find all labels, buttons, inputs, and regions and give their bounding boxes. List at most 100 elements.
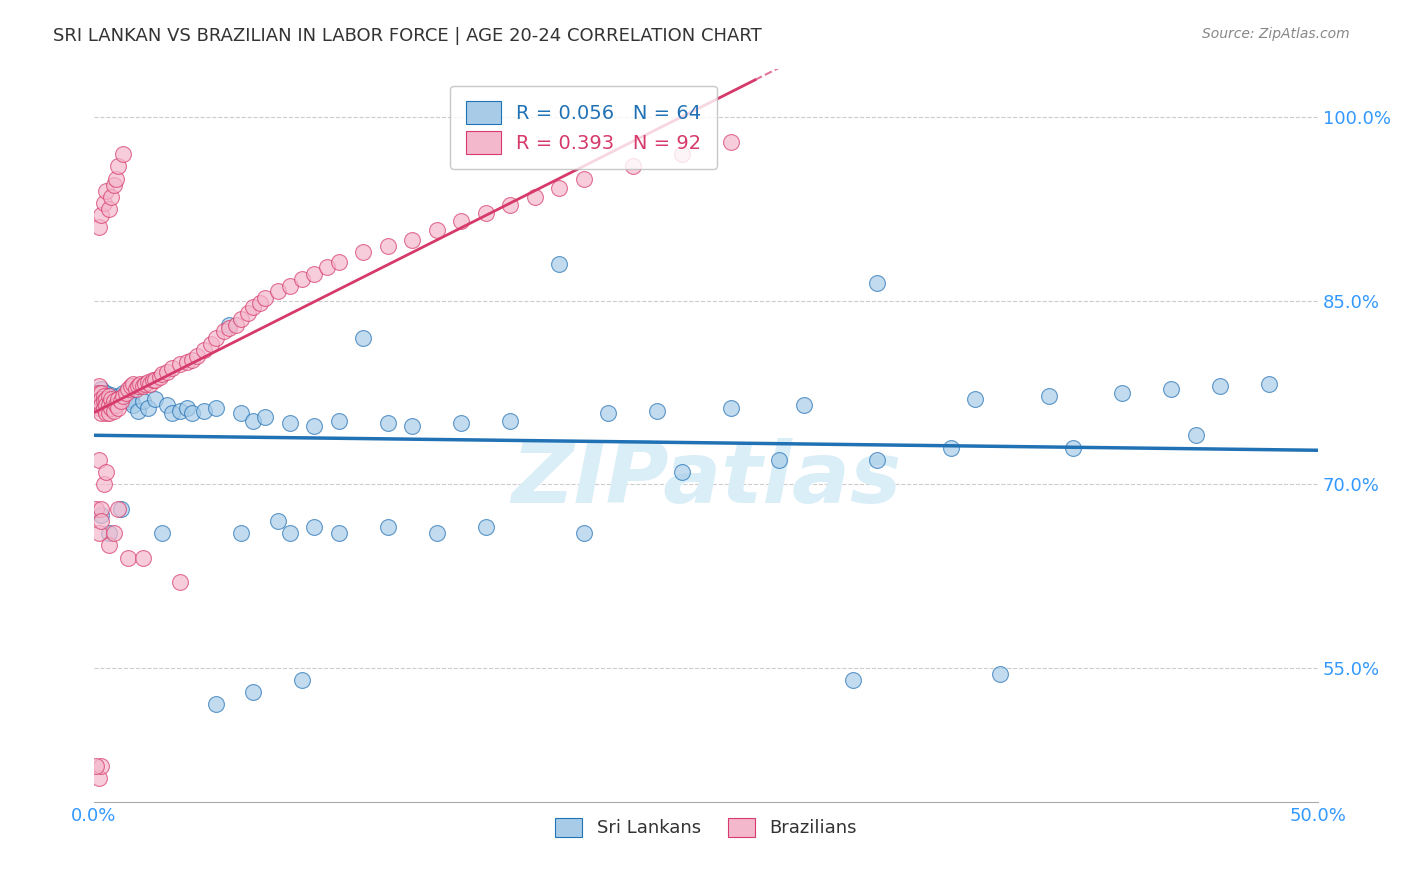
Point — [401, 418, 423, 433]
Point — [793, 398, 815, 412]
Point — [328, 414, 350, 428]
Point — [136, 375, 159, 389]
Point — [249, 296, 271, 310]
Point — [97, 526, 120, 541]
Point — [499, 198, 522, 212]
Point — [225, 318, 247, 333]
Point — [129, 377, 152, 392]
Point — [93, 389, 115, 403]
Point — [169, 404, 191, 418]
Point — [86, 385, 108, 400]
Point — [548, 181, 571, 195]
Point — [97, 398, 120, 412]
Text: Source: ZipAtlas.com: Source: ZipAtlas.com — [1202, 27, 1350, 41]
Point — [377, 520, 399, 534]
Point — [193, 404, 215, 418]
Point — [450, 416, 472, 430]
Point — [572, 171, 595, 186]
Point — [87, 392, 110, 406]
Point — [86, 392, 108, 406]
Point — [90, 385, 112, 400]
Point — [169, 575, 191, 590]
Point — [100, 388, 122, 402]
Point — [162, 361, 184, 376]
Point — [100, 190, 122, 204]
Point — [97, 538, 120, 552]
Point — [86, 758, 108, 772]
Point — [103, 399, 125, 413]
Point — [156, 398, 179, 412]
Point — [291, 272, 314, 286]
Point — [205, 330, 228, 344]
Point — [104, 398, 127, 412]
Point — [142, 373, 165, 387]
Point — [90, 406, 112, 420]
Point — [156, 365, 179, 379]
Point — [112, 385, 135, 400]
Point — [328, 526, 350, 541]
Point — [104, 392, 127, 406]
Point — [110, 394, 132, 409]
Point — [426, 223, 449, 237]
Point — [1184, 428, 1206, 442]
Point — [205, 698, 228, 712]
Point — [107, 159, 129, 173]
Point — [90, 508, 112, 522]
Point — [104, 171, 127, 186]
Point — [842, 673, 865, 687]
Point — [474, 520, 496, 534]
Point — [291, 673, 314, 687]
Point — [304, 520, 326, 534]
Point — [93, 398, 115, 412]
Point — [401, 233, 423, 247]
Point — [97, 202, 120, 216]
Point — [114, 385, 136, 400]
Point — [1209, 379, 1232, 393]
Point — [107, 389, 129, 403]
Point — [93, 392, 115, 406]
Point — [1258, 377, 1281, 392]
Point — [278, 526, 301, 541]
Point — [377, 239, 399, 253]
Point — [450, 214, 472, 228]
Point — [132, 379, 155, 393]
Point — [86, 385, 108, 400]
Point — [304, 267, 326, 281]
Point — [229, 406, 252, 420]
Point — [720, 401, 742, 416]
Text: SRI LANKAN VS BRAZILIAN IN LABOR FORCE | AGE 20-24 CORRELATION CHART: SRI LANKAN VS BRAZILIAN IN LABOR FORCE |… — [53, 27, 762, 45]
Point — [193, 343, 215, 357]
Point — [100, 401, 122, 416]
Point — [97, 389, 120, 403]
Point — [87, 771, 110, 785]
Point — [127, 404, 149, 418]
Point — [103, 404, 125, 418]
Point — [352, 244, 374, 259]
Point — [169, 358, 191, 372]
Point — [149, 369, 172, 384]
Point — [136, 401, 159, 416]
Point — [278, 416, 301, 430]
Point — [645, 404, 668, 418]
Point — [112, 147, 135, 161]
Point — [117, 382, 139, 396]
Point — [988, 666, 1011, 681]
Point — [1062, 441, 1084, 455]
Point — [96, 398, 118, 412]
Point — [1160, 382, 1182, 396]
Point — [671, 147, 693, 161]
Point — [90, 392, 112, 406]
Point — [143, 392, 166, 406]
Point — [127, 379, 149, 393]
Point — [238, 306, 260, 320]
Point — [621, 159, 644, 173]
Point — [96, 385, 118, 400]
Point — [103, 394, 125, 409]
Point — [426, 526, 449, 541]
Point — [87, 385, 110, 400]
Point — [242, 414, 264, 428]
Point — [100, 395, 122, 409]
Point — [87, 526, 110, 541]
Point — [200, 336, 222, 351]
Point — [122, 398, 145, 412]
